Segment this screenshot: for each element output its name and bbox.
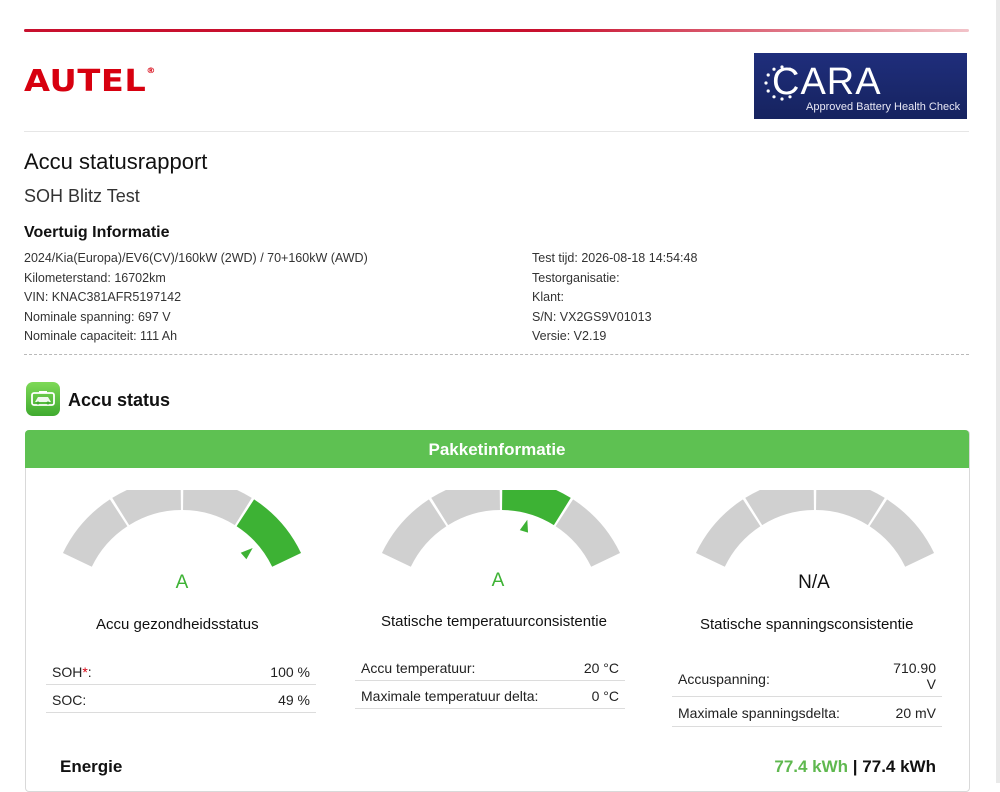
vehicle-info-left: 2024/Kia(Europa)/EV6(CV)/160kW (2WD) / 7… xyxy=(24,249,368,347)
battery-voltage-row: Accuspanning: 710.90 V xyxy=(672,658,942,697)
header-divider xyxy=(24,131,969,132)
battery-temperature-value: 20 °C xyxy=(583,660,619,676)
soc-value: 49 % xyxy=(278,692,310,708)
test-time: Test tijd: 2026-08-18 14:54:48 xyxy=(532,251,698,265)
energy-current: 77.4 kWh xyxy=(774,757,849,776)
cara-badge: CARA Approved Battery Health Check xyxy=(754,53,967,119)
vehicle-nominal-capacity: Nominale capaciteit: 111 Ah xyxy=(24,329,178,344)
package-info-panel xyxy=(25,430,970,792)
header-accent-rule xyxy=(24,29,969,32)
battery-temperature-row: Accu temperatuur: 20 °C xyxy=(355,656,625,681)
health-gauge xyxy=(62,490,302,567)
energy-label: Energie xyxy=(60,757,123,776)
gauge-segment-3 xyxy=(183,490,252,526)
vehicle-mileage: Kilometerstand: 16702km xyxy=(24,270,166,285)
vehicle-vin: VIN: KNAC381AFR5197142 xyxy=(24,290,182,305)
page-edge xyxy=(996,0,1000,783)
max-temperature-delta-label: Maximale temperatuur delta: xyxy=(361,688,539,704)
gauge-segment-1 xyxy=(381,499,447,567)
package-info-header: Pakketinformatie xyxy=(25,430,969,468)
soh-label: SOH*: xyxy=(52,664,92,680)
voltage-grade: N/A xyxy=(798,572,830,593)
gauge-segment-4 xyxy=(869,499,935,567)
max-temperature-delta-row: Maximale temperatuur delta: 0 °C xyxy=(355,684,625,709)
soc-row: SOC: 49 % xyxy=(46,688,316,713)
gauge-segment-4 xyxy=(555,499,621,567)
soh-value: 100 % xyxy=(270,664,310,680)
gauge-segment-2 xyxy=(745,490,814,526)
test-organisation: Testorganisatie: xyxy=(532,270,620,285)
vehicle-model: 2024/Kia(Europa)/EV6(CV)/160kW (2WD) / 7… xyxy=(24,251,368,265)
max-voltage-delta-value: 20 mV xyxy=(895,705,936,721)
soh-row: SOH*: 100 % xyxy=(46,660,316,685)
gauge-segment-3 xyxy=(502,490,571,526)
battery-voltage-value: 710.90 V xyxy=(893,660,936,692)
gauge-pointer xyxy=(240,548,253,560)
cara-subtitle: Approved Battery Health Check xyxy=(806,101,961,113)
vehicle-info-right: Test tijd: 2026-08-18 14:54:48 Testorgan… xyxy=(532,249,697,347)
temperature-grade: A xyxy=(491,570,505,591)
health-grade: A xyxy=(175,572,189,593)
energy-values: 77.4 kWh | 77.4 kWh xyxy=(774,757,936,777)
gauge-pointer xyxy=(519,519,529,533)
status-title: Accu status xyxy=(68,390,171,410)
eu-stars-icon xyxy=(764,65,792,101)
temperature-caption: Statische temperatuurconsistentie xyxy=(381,613,607,630)
vehicle-nominal-voltage: Nominale spanning: 697 V xyxy=(24,309,171,324)
energy-separator: | xyxy=(852,757,858,776)
energy-total: 77.4 kWh xyxy=(862,757,936,776)
autel-logo: AUTEL® xyxy=(24,64,156,99)
battery-car-icon xyxy=(26,382,60,416)
cara-title: CARA xyxy=(772,61,882,103)
customer: Klant: xyxy=(532,290,564,305)
gauge-segment-1 xyxy=(695,499,761,567)
version: Versie: V2.19 xyxy=(532,329,607,344)
max-temperature-delta-value: 0 °C xyxy=(591,688,619,704)
voltage-gauge xyxy=(695,490,935,567)
battery-voltage-label: Accuspanning: xyxy=(678,671,770,687)
battery-temperature-label: Accu temperatuur: xyxy=(361,660,476,676)
voltage-caption: Statische spanningsconsistentie xyxy=(700,616,914,633)
gauge-segment-2 xyxy=(431,490,500,526)
health-caption: Accu gezondheidsstatus xyxy=(96,616,259,633)
gauge-segment-4 xyxy=(236,499,302,567)
report-subtitle: SOH Blitz Test xyxy=(24,186,140,206)
max-voltage-delta-label: Maximale spanningsdelta: xyxy=(678,705,840,721)
soc-label: SOC: xyxy=(52,692,87,708)
serial-number: S/N: VX2GS9V01013 xyxy=(532,309,652,324)
max-voltage-delta-row: Maximale spanningsdelta: 20 mV xyxy=(672,700,942,727)
section-divider xyxy=(24,354,969,355)
report-title: Accu statusrapport xyxy=(24,149,208,174)
temperature-gauge xyxy=(381,490,621,567)
vehicle-info-heading: Voertuig Informatie xyxy=(24,224,170,241)
gauge-segment-3 xyxy=(816,490,885,526)
gauge-segment-2 xyxy=(112,490,181,526)
gauge-segment-1 xyxy=(62,499,128,567)
